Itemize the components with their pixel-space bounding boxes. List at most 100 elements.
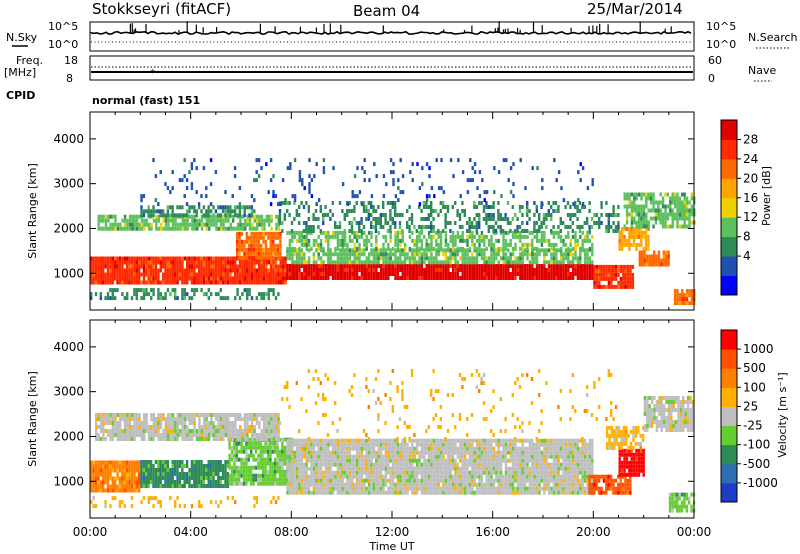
heatmap-cell <box>406 442 409 447</box>
heatmap-cell <box>411 490 414 495</box>
heatmap-cell <box>389 209 392 213</box>
heatmap-cell <box>425 474 428 479</box>
heatmap-cell <box>391 446 395 451</box>
heatmap-cell <box>538 225 541 229</box>
heatmap-cell <box>586 272 589 276</box>
heatmap-cell <box>363 242 366 247</box>
heatmap-cell <box>394 205 397 209</box>
heatmap-cell <box>339 438 342 443</box>
heatmap-cell <box>303 260 306 265</box>
heatmap-cell <box>100 214 103 219</box>
heatmap-cell <box>379 462 383 467</box>
heatmap-cell <box>372 268 376 272</box>
heatmap-cell <box>384 482 388 487</box>
heatmap-cell <box>217 476 220 480</box>
heatmap-cell <box>288 438 292 443</box>
heatmap-cell <box>324 234 328 239</box>
heatmap-cell <box>245 251 248 256</box>
heatmap-cell <box>588 238 592 243</box>
heatmap-cell <box>293 201 296 205</box>
heatmap-cell <box>401 466 404 471</box>
heatmap-cell <box>133 292 136 297</box>
heatmap-cell <box>229 268 232 273</box>
heatmap-cell <box>310 276 313 280</box>
heatmap-cell <box>545 213 548 217</box>
heatmap-cell <box>99 460 102 465</box>
heatmap-cell <box>247 437 250 442</box>
heatmap-cell <box>678 204 682 209</box>
heatmap-cell <box>463 268 467 272</box>
heatmap-cell <box>212 476 215 480</box>
heatmap-cell <box>239 222 242 227</box>
heatmap-cell <box>133 214 136 219</box>
heatmap-cell <box>171 484 174 488</box>
heatmap-cell <box>384 442 388 447</box>
heatmap-cell <box>152 264 155 269</box>
heatmap-cell <box>128 260 131 265</box>
heatmap-cell <box>222 214 225 219</box>
heatmap-cell <box>341 256 344 261</box>
heatmap-cell <box>363 158 366 163</box>
heatmap-cell <box>640 212 643 217</box>
heatmap-cell <box>555 256 558 261</box>
heatmap-cell <box>257 453 260 458</box>
heatmap-cell <box>274 477 277 482</box>
heatmap-cell <box>607 213 610 217</box>
heatmap-cell <box>420 246 424 251</box>
heatmap-cell <box>384 446 388 451</box>
heatmap-cell <box>257 239 260 244</box>
heatmap-cell <box>415 462 419 467</box>
heatmap-cell <box>649 192 653 197</box>
heatmap-cell <box>130 272 134 277</box>
heatmap-cell <box>348 450 352 455</box>
heatmap-cell <box>259 449 262 454</box>
heatmap-cell <box>191 218 194 223</box>
heatmap-cell <box>346 470 349 475</box>
heatmap-cell <box>652 208 655 213</box>
heatmap-cell <box>358 482 361 487</box>
heatmap-cell <box>581 272 584 276</box>
heatmap-cell <box>665 258 668 263</box>
heatmap-cell <box>420 264 424 268</box>
heatmap-cell <box>533 272 536 276</box>
heatmap-cell <box>406 486 409 491</box>
heatmap-cell <box>652 200 655 205</box>
heatmap-cell <box>250 247 253 252</box>
heatmap-cell <box>375 256 378 261</box>
heatmap-cell <box>255 280 258 285</box>
heatmap-cell <box>152 480 155 484</box>
heatmap-cell <box>193 292 196 297</box>
heatmap-cell <box>142 472 146 476</box>
heatmap-cell <box>288 454 292 459</box>
heatmap-cell <box>286 458 289 463</box>
heatmap-cell <box>415 490 419 495</box>
heatmap-cell <box>348 238 352 243</box>
heatmap-cell <box>262 264 266 269</box>
heatmap-cell <box>399 490 402 495</box>
heatmap-cell <box>418 454 421 459</box>
heatmap-cell <box>415 442 419 447</box>
heatmap-cell <box>90 472 93 477</box>
heatmap-cell <box>571 268 575 272</box>
heatmap-cell <box>171 480 174 484</box>
heatmap-cell <box>166 288 170 293</box>
nsearch-tick-bottom: 10^0 <box>706 38 736 51</box>
heatmap-cell <box>207 296 210 301</box>
heatmap-cell <box>341 486 344 491</box>
heatmap-cell <box>671 196 674 201</box>
heatmap-cell <box>351 272 354 276</box>
heatmap-cell <box>367 462 371 467</box>
heatmap-cell <box>676 220 679 225</box>
heatmap-cell <box>375 454 378 459</box>
heatmap-cell <box>543 276 546 280</box>
heatmap-cell <box>272 243 275 248</box>
heatmap-cell <box>432 490 436 495</box>
heatmap-cell <box>99 292 102 297</box>
heatmap-cell <box>289 162 292 167</box>
heatmap-cell <box>331 276 335 280</box>
heatmap-cell <box>142 296 146 301</box>
heatmap-cell <box>161 213 165 218</box>
heatmap-cell <box>217 272 220 277</box>
heatmap-cell <box>521 260 524 265</box>
heatmap-cell <box>624 272 627 277</box>
